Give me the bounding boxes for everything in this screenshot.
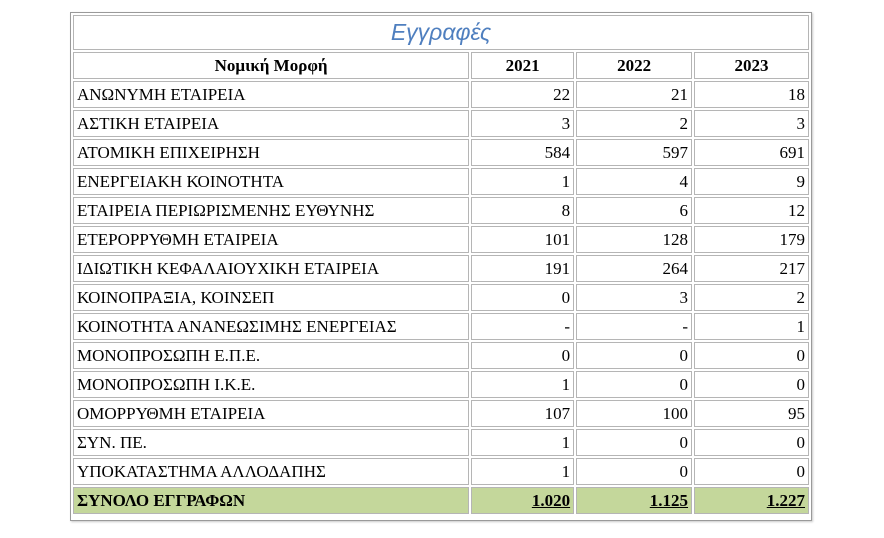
cell-legal-form: ΚΟΙΝΟΠΡΑΞΙΑ, ΚΟΙΝΣΕΠ <box>73 284 470 311</box>
header-2023: 2023 <box>694 52 809 79</box>
cell-legal-form: ΑΤΟΜΙΚΗ ΕΠΙΧΕΙΡΗΣΗ <box>73 139 470 166</box>
cell-2021: 0 <box>471 284 575 311</box>
cell-2021: 584 <box>471 139 575 166</box>
cell-2023: 95 <box>694 400 809 427</box>
cell-2022: 0 <box>576 429 693 456</box>
cell-2023: 18 <box>694 81 809 108</box>
table-row: ΣΥΝ. ΠΕ. 1 0 0 <box>73 429 809 456</box>
cell-2022: 100 <box>576 400 693 427</box>
table-row: ΑΣΤΙΚΗ ΕΤΑΙΡΕΙΑ 3 2 3 <box>73 110 809 137</box>
total-label: ΣΥΝΟΛΟ ΕΓΓΡΑΦΩΝ <box>73 487 470 514</box>
total-cell-2021: 1.020 <box>471 487 575 514</box>
total-value: 1.227 <box>766 491 805 510</box>
cell-2023: 2 <box>694 284 809 311</box>
header-row: Νομική Μορφή 2021 2022 2023 <box>73 52 809 79</box>
cell-2022: 0 <box>576 458 693 485</box>
header-2021: 2021 <box>471 52 575 79</box>
cell-2023: 3 <box>694 110 809 137</box>
cell-2022: 21 <box>576 81 693 108</box>
table-row: ΕΤΕΡΟΡΡΥΘΜΗ ΕΤΑΙΡΕΙΑ 101 128 179 <box>73 226 809 253</box>
cell-legal-form: ΚΟΙΝΟΤΗΤΑ ΑΝΑΝΕΩΣΙΜΗΣ ΕΝΕΡΓΕΙΑΣ <box>73 313 470 340</box>
table-row: ΟΜΟΡΡΥΘΜΗ ΕΤΑΙΡΕΙΑ 107 100 95 <box>73 400 809 427</box>
cell-legal-form: ΕΝΕΡΓΕΙΑΚΗ ΚΟΙΝΟΤΗΤΑ <box>73 168 470 195</box>
cell-2023: 217 <box>694 255 809 282</box>
header-legal-form: Νομική Μορφή <box>73 52 470 79</box>
cell-2023: 179 <box>694 226 809 253</box>
cell-2023: 9 <box>694 168 809 195</box>
table-row: ΚΟΙΝΟΠΡΑΞΙΑ, ΚΟΙΝΣΕΠ 0 3 2 <box>73 284 809 311</box>
cell-2022: - <box>576 313 693 340</box>
cell-legal-form: ΣΥΝ. ΠΕ. <box>73 429 470 456</box>
cell-2022: 128 <box>576 226 693 253</box>
title-row: Εγγραφές <box>73 15 809 50</box>
cell-2023: 12 <box>694 197 809 224</box>
cell-legal-form: ΑΝΩΝΥΜΗ ΕΤΑΙΡΕΙΑ <box>73 81 470 108</box>
cell-2021: 1 <box>471 429 575 456</box>
cell-legal-form: ΙΔΙΩΤΙΚΗ ΚΕΦΑΛΑΙΟΥΧΙΚΗ ΕΤΑΙΡΕΙΑ <box>73 255 470 282</box>
table-row: ΜΟΝΟΠΡΟΣΩΠΗ Ε.Π.Ε. 0 0 0 <box>73 342 809 369</box>
total-cell-2023: 1.227 <box>694 487 809 514</box>
cell-2022: 4 <box>576 168 693 195</box>
table-row: ΑΤΟΜΙΚΗ ΕΠΙΧΕΙΡΗΣΗ 584 597 691 <box>73 139 809 166</box>
cell-2021: 101 <box>471 226 575 253</box>
cell-2023: 0 <box>694 429 809 456</box>
registrations-table-frame: Εγγραφές Νομική Μορφή 2021 2022 2023 ΑΝΩ… <box>70 12 812 521</box>
cell-legal-form: ΕΤΕΡΟΡΡΥΘΜΗ ΕΤΑΙΡΕΙΑ <box>73 226 470 253</box>
cell-2023: 0 <box>694 458 809 485</box>
table-row: ΚΟΙΝΟΤΗΤΑ ΑΝΑΝΕΩΣΙΜΗΣ ΕΝΕΡΓΕΙΑΣ - -1 <box>73 313 809 340</box>
cell-2023: 1 <box>694 313 809 340</box>
registrations-table: Εγγραφές Νομική Μορφή 2021 2022 2023 ΑΝΩ… <box>71 13 811 516</box>
cell-2021: 3 <box>471 110 575 137</box>
cell-2023: 691 <box>694 139 809 166</box>
cell-2021: 8 <box>471 197 575 224</box>
table-row: ΕΝΕΡΓΕΙΑΚΗ ΚΟΙΝΟΤΗΤΑ 1 4 9 <box>73 168 809 195</box>
table-row: ΜΟΝΟΠΡΟΣΩΠΗ Ι.Κ.Ε. 1 0 0 <box>73 371 809 398</box>
total-value: 1.125 <box>649 491 689 510</box>
header-2022: 2022 <box>576 52 693 79</box>
cell-2022: 2 <box>576 110 693 137</box>
cell-2021: 1 <box>471 458 575 485</box>
table-row: ΙΔΙΩΤΙΚΗ ΚΕΦΑΛΑΙΟΥΧΙΚΗ ΕΤΑΙΡΕΙΑ 191 264 217 <box>73 255 809 282</box>
cell-legal-form: ΕΤΑΙΡΕΙΑ ΠΕΡΙΩΡΙΣΜΕΝΗΣ ΕΥΘΥΝΗΣ <box>73 197 470 224</box>
total-row: ΣΥΝΟΛΟ ΕΓΓΡΑΦΩΝ 1.020 1.125 1.227 <box>73 487 809 514</box>
cell-2021: 191 <box>471 255 575 282</box>
table-title: Εγγραφές <box>73 15 809 50</box>
table-row: ΕΤΑΙΡΕΙΑ ΠΕΡΙΩΡΙΣΜΕΝΗΣ ΕΥΘΥΝΗΣ 8 6 12 <box>73 197 809 224</box>
cell-2021: 0 <box>471 342 575 369</box>
cell-2021: 1 <box>471 168 575 195</box>
cell-2021: 22 <box>471 81 575 108</box>
cell-legal-form: ΟΜΟΡΡΥΘΜΗ ΕΤΑΙΡΕΙΑ <box>73 400 470 427</box>
cell-2021: 1 <box>471 371 575 398</box>
cell-2021: - <box>471 313 575 340</box>
cell-2021: 107 <box>471 400 575 427</box>
table-row: ΥΠΟΚΑΤΑΣΤΗΜΑ ΑΛΛΟΔΑΠΗΣ 1 0 0 <box>73 458 809 485</box>
cell-legal-form: ΑΣΤΙΚΗ ΕΤΑΙΡΕΙΑ <box>73 110 470 137</box>
cell-2022: 597 <box>576 139 693 166</box>
cell-2023: 0 <box>694 342 809 369</box>
cell-2022: 0 <box>576 342 693 369</box>
cell-legal-form: ΜΟΝΟΠΡΟΣΩΠΗ Ε.Π.Ε. <box>73 342 470 369</box>
table-row: ΑΝΩΝΥΜΗ ΕΤΑΙΡΕΙΑ 22 21 18 <box>73 81 809 108</box>
total-cell-2022: 1.125 <box>576 487 693 514</box>
cell-2022: 264 <box>576 255 693 282</box>
total-value: 1.020 <box>531 491 571 510</box>
cell-legal-form: ΥΠΟΚΑΤΑΣΤΗΜΑ ΑΛΛΟΔΑΠΗΣ <box>73 458 470 485</box>
cell-2022: 0 <box>576 371 693 398</box>
cell-2022: 6 <box>576 197 693 224</box>
cell-legal-form: ΜΟΝΟΠΡΟΣΩΠΗ Ι.Κ.Ε. <box>73 371 470 398</box>
cell-2023: 0 <box>694 371 809 398</box>
cell-2022: 3 <box>576 284 693 311</box>
